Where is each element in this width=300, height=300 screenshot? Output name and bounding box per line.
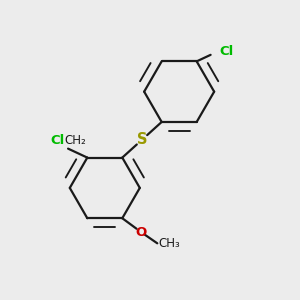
Text: S: S [137, 132, 147, 147]
Text: CH₂: CH₂ [65, 134, 87, 147]
Text: Cl: Cl [220, 45, 234, 58]
Text: O: O [136, 226, 147, 239]
Text: Cl: Cl [50, 134, 64, 147]
Text: CH₃: CH₃ [158, 237, 180, 250]
